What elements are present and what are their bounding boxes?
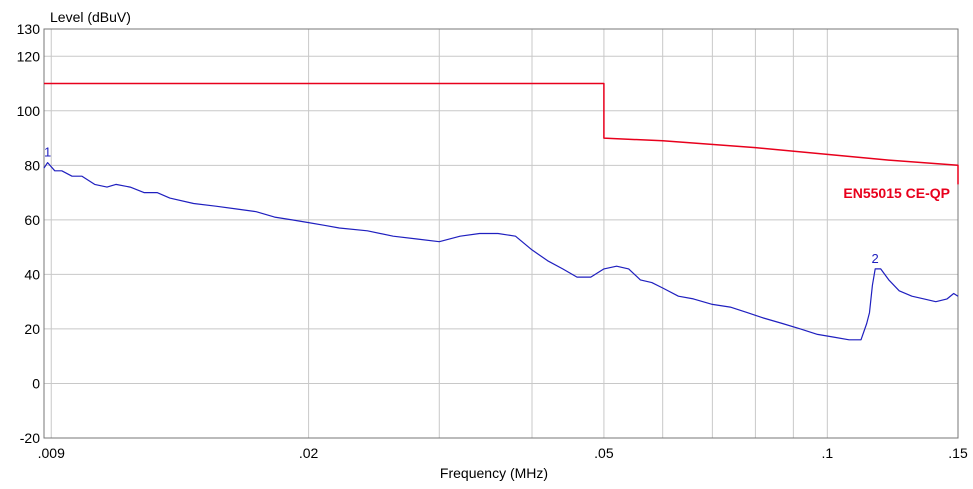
x-tick-label: .05 bbox=[594, 445, 614, 461]
plot-frame bbox=[43, 28, 959, 439]
markers: 12 bbox=[44, 145, 879, 266]
limit-line bbox=[44, 82, 959, 185]
y-tick-label: 130 bbox=[17, 21, 41, 37]
x-axis-title: Frequency (MHz) bbox=[440, 465, 548, 481]
y-tick-label: 100 bbox=[17, 103, 41, 119]
marker-label: 1 bbox=[44, 145, 51, 160]
marker-label: 2 bbox=[872, 251, 879, 266]
tick-labels: -20 0 20 40 60 80 100 120 130 .009 .02 .05 .1 .15 bbox=[17, 21, 968, 461]
measurement-trace bbox=[43, 162, 959, 341]
y-tick-label: 0 bbox=[32, 375, 40, 391]
x-tick-label: .1 bbox=[821, 445, 833, 461]
x-tick-label: .15 bbox=[948, 445, 968, 461]
y-axis-title: Level (dBuV) bbox=[50, 9, 131, 25]
y-tick-label: 80 bbox=[24, 157, 40, 173]
x-tick-label: .02 bbox=[299, 445, 319, 461]
y-tick-label: 20 bbox=[24, 321, 40, 337]
limit-line-label: EN55015 CE-QP bbox=[843, 185, 950, 201]
y-tick-label: -20 bbox=[20, 430, 40, 446]
y-tick-label: 120 bbox=[17, 48, 41, 64]
y-tick-label: 40 bbox=[24, 266, 40, 282]
x-tick-label: .009 bbox=[38, 445, 65, 461]
y-tick-label: 60 bbox=[24, 212, 40, 228]
series-layer bbox=[43, 82, 959, 341]
grid bbox=[44, 29, 958, 438]
